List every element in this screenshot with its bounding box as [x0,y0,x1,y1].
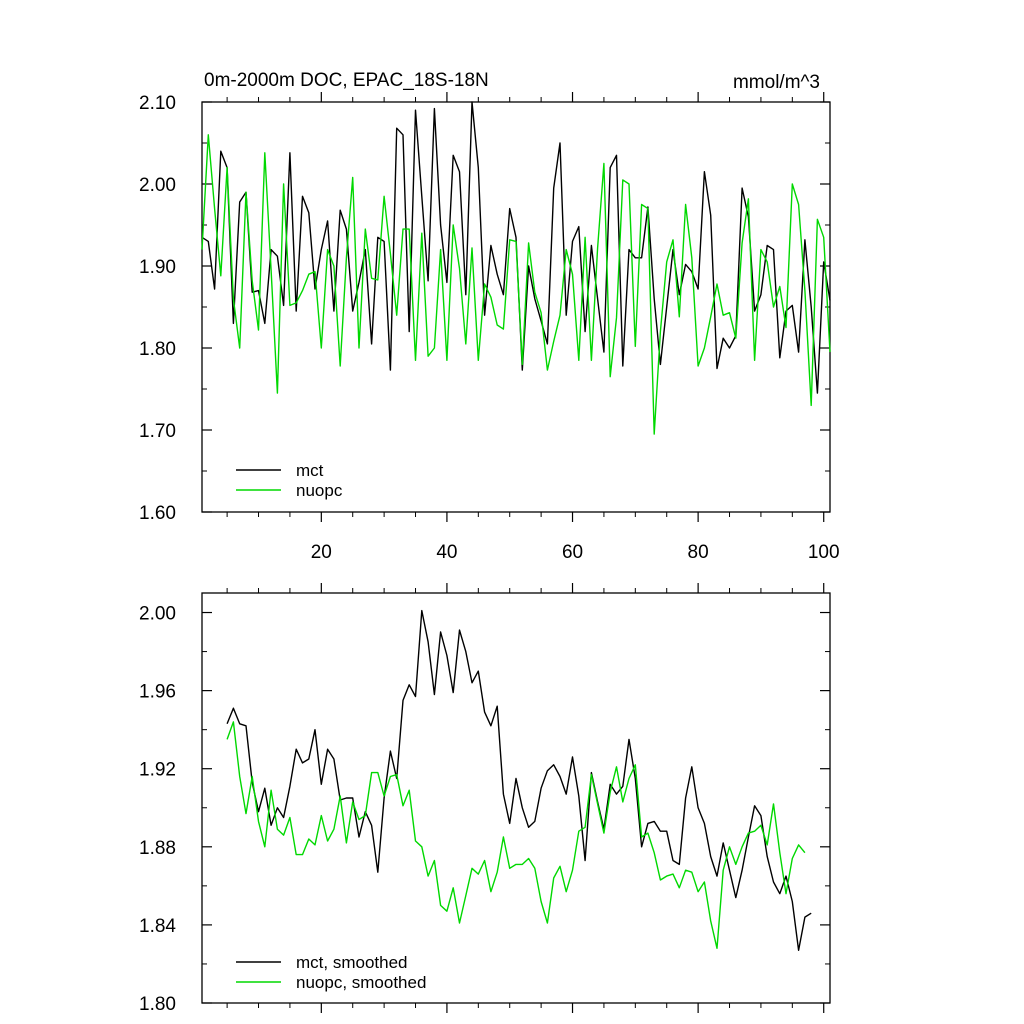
y-tick-label: 2.00 [139,175,176,196]
y-tick-label: 1.80 [139,994,176,1015]
top-y-ticks: 1.60 1.70 1.80 1.90 2.00 2.10 [139,93,830,524]
series-line-mct [201,101,831,394]
series-line-mct-smoothed [226,609,812,951]
series-line-nuopc-smoothed [226,721,806,949]
series-line-nuopc [201,134,831,435]
bottom-legend: mct, smoothed nuopc, smoothed [236,953,426,992]
y-tick-label: 1.96 [139,682,176,703]
legend-label-mct: mct [296,461,324,480]
y-tick-label: 1.84 [139,916,176,937]
top-panel: 0m-2000m DOC, EPAC_18S-18N mmol/m^3 1.60… [139,70,840,563]
legend-label-mct-smoothed: mct, smoothed [296,953,408,972]
y-tick-label: 1.88 [139,838,176,859]
y-tick-label: 1.90 [139,257,176,278]
top-chart-title: 0m-2000m DOC, EPAC_18S-18N [204,70,489,91]
bottom-y-ticks: 1.80 1.84 1.88 1.92 1.96 2.00 [139,604,830,1015]
y-tick-label: 1.80 [139,339,176,360]
x-tick-label: 100 [808,542,840,563]
y-tick-label: 2.10 [139,93,176,114]
bottom-plot-frame [201,592,831,1004]
y-tick-label: 2.00 [139,604,176,625]
bottom-series [226,609,812,951]
x-tick-label: 40 [436,542,457,563]
top-chart-units: mmol/m^3 [733,72,820,93]
x-tick-label: 80 [688,542,709,563]
legend-label-nuopc-smoothed: nuopc, smoothed [296,973,426,992]
y-tick-label: 1.60 [139,503,176,524]
x-tick-label: 60 [562,542,583,563]
y-tick-label: 1.70 [139,421,176,442]
bottom-panel: 1.80 1.84 1.88 1.92 1.96 2.00 mct, smoothed n… [139,583,831,1015]
top-x-ticks: 20 40 60 80 100 [226,92,840,563]
top-series [201,101,831,435]
y-tick-label: 1.92 [139,760,176,781]
legend-label-nuopc: nuopc [296,481,343,500]
top-legend: mct nuopc [236,461,343,500]
x-tick-label: 20 [311,542,332,563]
bottom-x-ticks [226,583,825,1013]
